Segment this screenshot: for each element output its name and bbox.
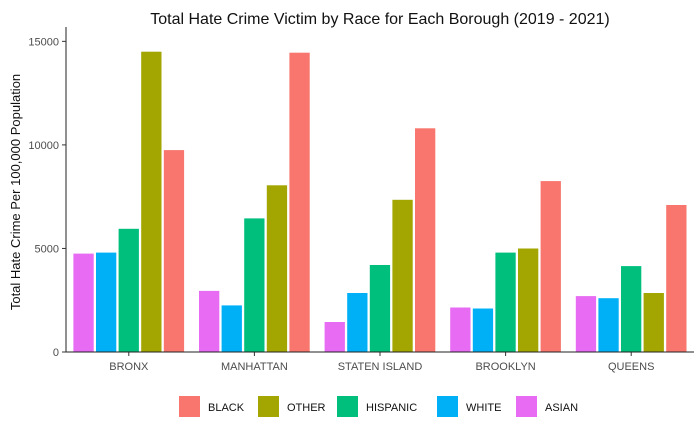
- x-tick-label-brooklyn: BROOKLYN: [475, 361, 535, 373]
- bars-group: [73, 51, 687, 352]
- y-tick-label-15000: 15000: [28, 36, 59, 48]
- bar-brooklyn-hispanic: [495, 252, 516, 352]
- bar-staten-island-other: [392, 199, 413, 352]
- legend-swatch-other: [258, 396, 279, 417]
- legend-label-other: OTHER: [287, 402, 326, 414]
- bar-staten-island-black: [415, 128, 436, 352]
- legend-label-black: BLACK: [208, 402, 245, 414]
- bar-brooklyn-other: [518, 248, 539, 352]
- bar-queens-hispanic: [621, 266, 642, 352]
- bar-brooklyn-white: [472, 308, 494, 352]
- bar-queens-black: [666, 205, 687, 352]
- bar-brooklyn-asian: [450, 307, 471, 352]
- bar-manhattan-asian: [199, 290, 220, 352]
- bar-manhattan-white: [221, 305, 242, 352]
- axes-group: BRONX MANHATTAN STATEN ISLAND BROOKLYN QUEEN…: [28, 27, 694, 373]
- bar-bronx-asian: [73, 253, 94, 352]
- bar-queens-white: [598, 298, 619, 352]
- bar-brooklyn-black: [540, 181, 561, 352]
- bar-manhattan-hispanic: [244, 218, 265, 352]
- bar-bronx-other: [141, 51, 162, 352]
- bar-bronx-white: [96, 252, 117, 352]
- legend-swatch-black: [179, 396, 200, 417]
- legend-label-white: WHITE: [466, 402, 501, 414]
- legend: BLACK OTHER HISPANIC WHITE ASIAN: [179, 396, 578, 417]
- x-tick-label-manhattan: MANHATTAN: [221, 361, 288, 373]
- y-tick-label-5000: 5000: [35, 243, 59, 255]
- legend-label-asian: ASIAN: [545, 402, 578, 414]
- x-tick-label-queens: QUEENS: [608, 361, 654, 373]
- legend-swatch-hispanic: [337, 396, 358, 417]
- legend-label-hispanic: HISPANIC: [366, 402, 417, 414]
- legend-swatch-asian: [516, 396, 537, 417]
- bar-bronx-hispanic: [118, 228, 139, 352]
- chart-title: Total Hate Crime Victim by Race for Each…: [150, 11, 609, 28]
- y-tick-label-10000: 10000: [28, 140, 59, 152]
- bar-staten-island-asian: [324, 322, 345, 352]
- bar-staten-island-hispanic: [369, 265, 391, 352]
- bar-bronx-black: [163, 150, 185, 352]
- bar-queens-other: [643, 293, 664, 352]
- legend-swatch-white: [437, 396, 458, 417]
- x-tick-label-staten-island: STATEN ISLAND: [338, 361, 423, 373]
- x-tick-label-bronx: BRONX: [109, 361, 149, 373]
- bar-queens-asian: [575, 296, 597, 352]
- y-axis-label: Total Hate Crime Per 100,000 Population: [8, 74, 23, 310]
- y-tick-label-0: 0: [53, 347, 59, 359]
- bar-manhattan-other: [266, 185, 288, 352]
- bar-manhattan-black: [289, 52, 310, 352]
- bar-staten-island-white: [347, 293, 368, 352]
